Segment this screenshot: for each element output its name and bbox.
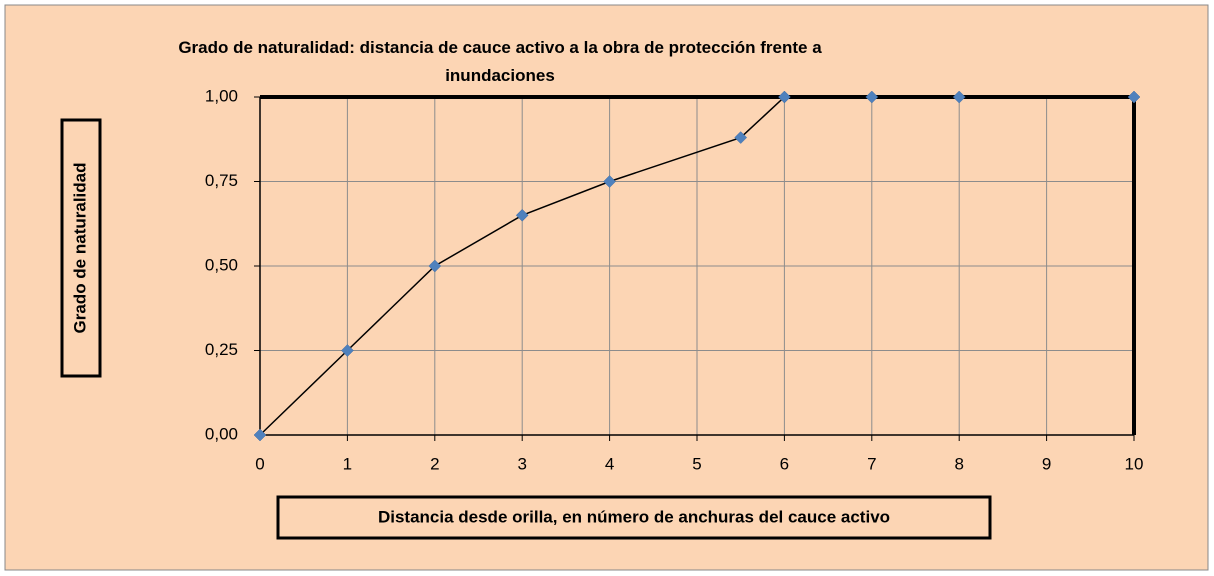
marker (515, 208, 529, 222)
marker (952, 90, 966, 104)
x-tick-label: 8 (954, 454, 963, 473)
marker (341, 344, 354, 357)
x-tick-label: 4 (605, 454, 614, 473)
y-axis-title: Grado de naturalidad (70, 163, 89, 334)
x-tick-label: 10 (1125, 454, 1144, 473)
marker (603, 175, 616, 188)
y-tick-label: 0,50 (205, 255, 238, 274)
y-tick-label: 0,25 (205, 340, 238, 359)
y-tick-label: 1,00 (205, 86, 238, 105)
marker (778, 90, 791, 104)
marker (1127, 90, 1141, 104)
x-axis-title: Distancia desde orilla, en número de anc… (378, 507, 890, 526)
x-tick-label: 7 (867, 454, 876, 473)
marker (865, 90, 879, 104)
x-tick-label: 3 (517, 454, 526, 473)
marker (428, 259, 442, 273)
x-tick-label: 1 (343, 454, 352, 473)
chart-background (4, 4, 1209, 571)
y-title-box (60, 118, 102, 378)
x-tick-label: 5 (692, 454, 701, 473)
x-tick-label: 9 (1042, 454, 1051, 473)
chart-title: Grado de naturalidad: distancia de cauce… (178, 38, 822, 85)
x-title-box (276, 495, 992, 540)
x-tick-label: 0 (255, 454, 264, 473)
y-tick-label: 0,75 (205, 171, 238, 190)
series-line (259, 96, 1134, 436)
x-tick-label: 6 (780, 454, 789, 473)
y-tick-label: 0,00 (205, 424, 238, 443)
x-tick-label: 2 (430, 454, 439, 473)
marker (253, 428, 267, 442)
marker (734, 131, 748, 144)
